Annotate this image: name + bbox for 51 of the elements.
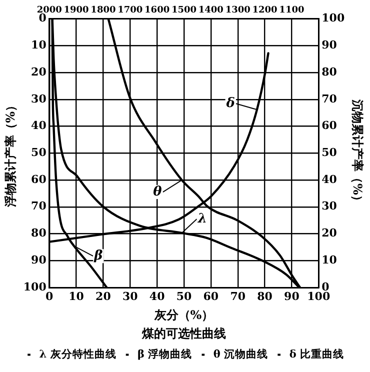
legend-label: β 浮物曲线 (138, 347, 192, 360)
x-tick-label: 40 (149, 290, 166, 303)
x-tick-label: 70 (230, 290, 246, 303)
y-tick-label: 10 (31, 38, 47, 52)
x-axis-title: 灰分（%） (153, 308, 214, 322)
y2-tick-label: 50 (322, 146, 338, 160)
y2-tick-label: 40 (322, 172, 338, 186)
x2-tick-label: 1400 (198, 6, 224, 16)
y2-axis-title: 沉物累计产率（%） (350, 98, 365, 207)
x2-tick-label: 1900 (64, 6, 89, 16)
annotation: δ (225, 96, 236, 111)
x2-tick-label: 1500 (171, 6, 197, 16)
y-tick-label: 90 (31, 253, 47, 266)
x2-tick-label: 1700 (118, 6, 143, 16)
legend-label: δ 比重曲线 (289, 347, 344, 360)
x-tick-label: 50 (176, 290, 192, 303)
y2-tick-label: 60 (322, 119, 338, 132)
y-tick-label: 60 (31, 172, 47, 186)
x2-tick-label: 1600 (144, 6, 170, 16)
y2-tick-label: 70 (322, 92, 338, 106)
y-tick-label: 30 (31, 92, 47, 106)
annotation: λ (196, 211, 207, 226)
y-tick-label: 50 (31, 146, 47, 160)
x-tick-label: 100 (307, 290, 330, 303)
y-tick-label: 80 (31, 226, 47, 240)
legend-label: θ 沉物曲线 (213, 347, 268, 360)
x-tick-label: 20 (96, 290, 112, 303)
x-tick-label: 60 (203, 290, 219, 303)
y-axis-title: 浮物累计产率（%） (3, 99, 18, 208)
x-tick-label: 10 (68, 290, 84, 303)
y2-tick-label: 80 (322, 65, 338, 78)
y-tick-label: 20 (31, 65, 47, 78)
x-tick-label: 90 (284, 290, 300, 303)
text: 煤的可选性曲线 (141, 326, 226, 340)
x-tick-label: 80 (257, 290, 273, 303)
x-tick-label: 30 (122, 290, 138, 303)
y-tick-label: 40 (31, 119, 47, 132)
annotation: β (93, 248, 104, 264)
x2-tick-label: 1300 (225, 6, 250, 16)
y2-tick-label: 90 (322, 38, 338, 52)
annotation: θ (153, 184, 162, 200)
y-tick-label: 100 (23, 280, 47, 294)
legend-label: λ 灰分特性曲线 (39, 347, 116, 360)
y2-tick-label: 10 (322, 253, 338, 266)
x2-tick-label: 1200 (252, 6, 278, 16)
y2-tick-label: 100 (322, 12, 345, 25)
y2-tick-label: 30 (322, 200, 338, 213)
y2-tick-label: 20 (322, 226, 338, 240)
x2-tick-label: 1100 (279, 6, 304, 16)
y-tick-label: 70 (31, 200, 47, 213)
x2-tick-label: 1800 (90, 6, 116, 16)
